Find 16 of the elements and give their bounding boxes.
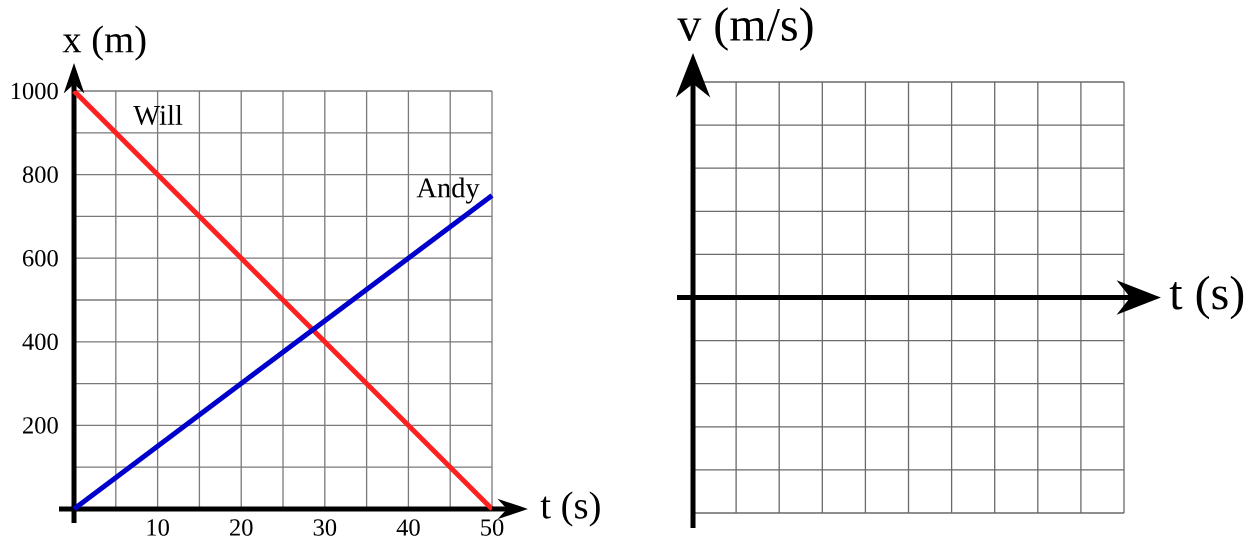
text: t (s) <box>1169 275 1244 320</box>
text: v (m/s) <box>677 7 813 51</box>
y-tick-label: 600 <box>22 249 58 267</box>
x-axis-title: t (s) <box>540 491 600 527</box>
y-tick-label: 1000 <box>11 82 58 100</box>
x-tick-label: 10 <box>147 519 169 536</box>
y-tick-label: 400 <box>22 333 58 351</box>
y-axis-title: x (m) <box>62 25 146 61</box>
series-label: Andy <box>416 177 480 204</box>
x-tick-label: 20 <box>230 519 253 536</box>
y-tick-label: 200 <box>23 417 58 434</box>
x-tick-label: 30 <box>313 519 337 536</box>
x-tick-label: 40 <box>396 519 420 536</box>
x-tick-label: 50 <box>481 519 504 536</box>
y-tick-label: 800 <box>22 166 58 183</box>
series-label: Will <box>133 104 183 126</box>
